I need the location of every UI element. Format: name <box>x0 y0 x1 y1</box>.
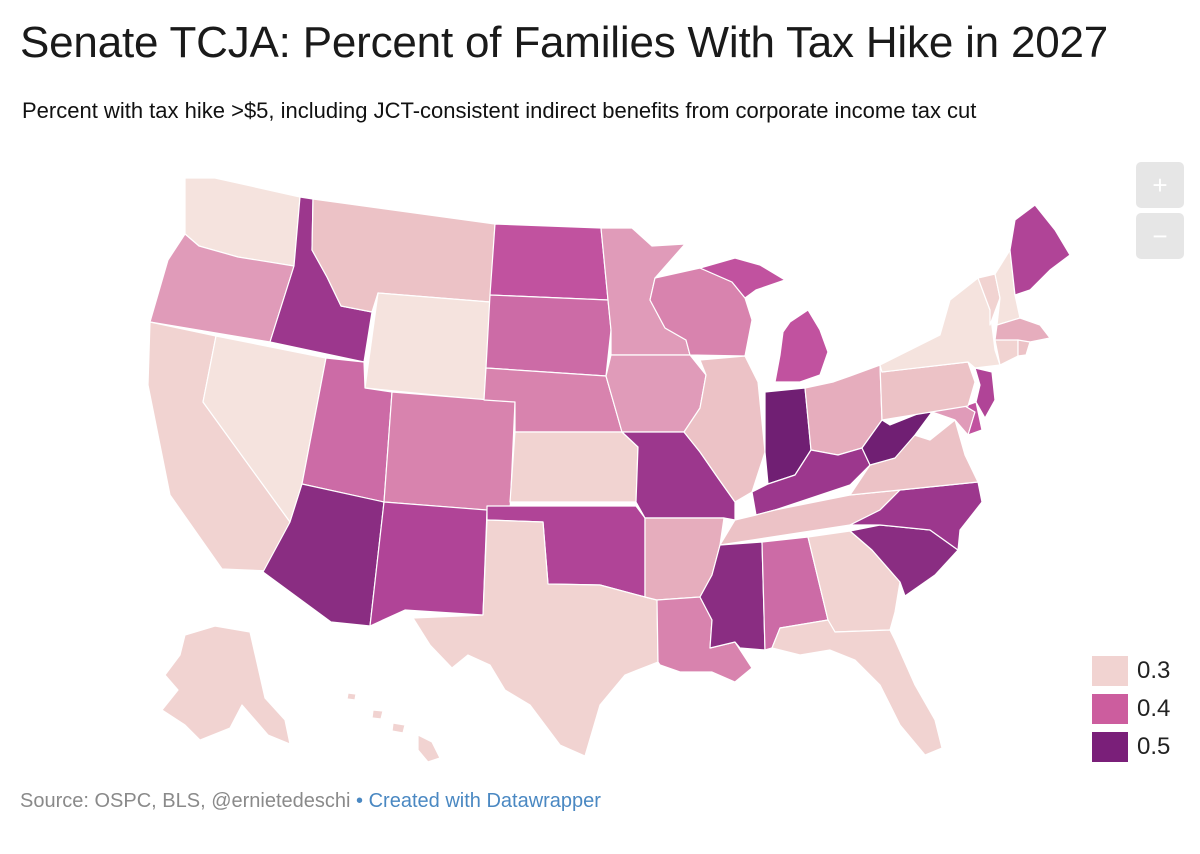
legend-label: 0.3 <box>1137 657 1171 684</box>
source-note: Source: OSPC, BLS, @ernietedeschi <box>20 790 351 812</box>
state-NY[interactable] <box>879 277 1001 373</box>
state-NM[interactable] <box>369 501 488 627</box>
state-WY[interactable] <box>364 292 491 401</box>
state-AK[interactable] <box>161 625 291 745</box>
legend-swatch <box>1092 732 1128 762</box>
legend-label: 0.4 <box>1137 695 1171 722</box>
state-ND[interactable] <box>489 223 609 301</box>
chart-title: Senate TCJA: Percent of Families With Ta… <box>20 18 1109 67</box>
state-KS[interactable] <box>509 431 639 503</box>
state-TX[interactable] <box>412 519 659 757</box>
state-HI[interactable] <box>346 692 441 763</box>
state-MI[interactable] <box>699 257 829 383</box>
footer-separator: • <box>356 790 364 812</box>
state-NC[interactable] <box>849 481 983 551</box>
legend-swatch <box>1092 694 1128 724</box>
footer: Source: OSPC, BLS, @ernietedeschi • Crea… <box>20 790 601 813</box>
state-FL[interactable] <box>771 619 943 756</box>
us-choropleth-map[interactable] <box>0 150 1200 780</box>
chart-subtitle: Percent with tax hike >$5, including JCT… <box>22 98 977 123</box>
datawrapper-link[interactable]: Created with Datawrapper <box>368 790 601 812</box>
legend-swatch <box>1092 656 1128 686</box>
legend-label: 0.5 <box>1137 733 1171 760</box>
zoom-out-button[interactable]: − <box>1136 213 1184 259</box>
state-NJ[interactable] <box>974 367 996 419</box>
state-CO[interactable] <box>383 391 516 513</box>
state-SD[interactable] <box>485 294 612 377</box>
zoom-in-button[interactable]: + <box>1136 162 1184 208</box>
state-IL[interactable] <box>683 355 766 503</box>
state-DE[interactable] <box>964 401 983 436</box>
state-VT[interactable] <box>977 273 1001 326</box>
state-RI[interactable] <box>1017 339 1031 357</box>
state-ME[interactable] <box>1009 204 1071 296</box>
